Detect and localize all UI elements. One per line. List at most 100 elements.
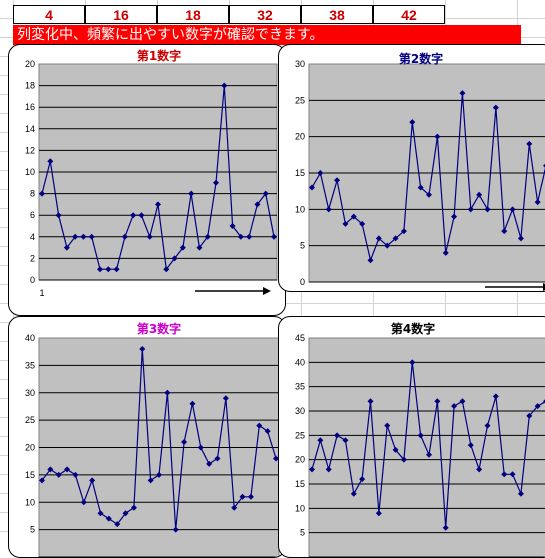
data-point — [459, 398, 466, 405]
x-tick-label: 1 — [39, 288, 44, 298]
data-point — [130, 504, 137, 511]
data-point — [367, 257, 374, 264]
data-point — [392, 235, 399, 242]
data-point — [434, 133, 441, 140]
y-tick-label: 35 — [295, 382, 305, 392]
chart-panel-2[interactable]: 0 5 10 15 20 25 30 第2数字 — [278, 44, 545, 292]
data-point — [72, 233, 79, 240]
data-point — [114, 521, 121, 528]
data-point — [55, 212, 62, 219]
chart-panel-4[interactable]: 5 10 15 20 25 30 35 40 45 第4数字 — [278, 316, 545, 558]
y-tick-label: 45 — [295, 333, 305, 343]
data-point — [367, 398, 374, 405]
data-point — [47, 158, 54, 165]
y-tick-label: 20 — [295, 132, 305, 142]
data-point — [317, 170, 324, 176]
data-point — [459, 90, 466, 97]
data-point — [222, 395, 229, 402]
data-point — [47, 466, 54, 473]
data-point — [64, 466, 71, 473]
y-tick-label: 10 — [25, 497, 35, 507]
data-point — [334, 432, 341, 439]
data-point — [89, 477, 96, 484]
data-point — [80, 233, 87, 240]
chart-panel-3[interactable]: 5 10 15 20 25 30 35 40 第3数字 — [8, 316, 286, 558]
data-point — [138, 212, 145, 219]
data-point — [163, 266, 170, 273]
data-point — [179, 244, 186, 251]
chart-1: 0 2 4 6 8 10 12 14 16 18 20 1 第1数字 — [25, 48, 278, 298]
y-tick-label: 5 — [300, 241, 305, 251]
data-point — [400, 228, 407, 235]
data-point — [197, 444, 204, 451]
data-point — [213, 179, 219, 186]
data-point — [172, 526, 179, 533]
y-tick-label: 16 — [25, 102, 35, 112]
data-point — [156, 471, 162, 478]
data-point — [501, 471, 508, 478]
chart-title: 第2数字 — [399, 51, 443, 66]
y-tick-label: 25 — [25, 415, 35, 425]
y-tick-label: 2 — [30, 253, 35, 263]
y-tick-label: 10 — [25, 167, 35, 177]
data-point — [309, 466, 315, 473]
data-point — [105, 266, 112, 273]
y-tick-label: 15 — [295, 168, 305, 178]
y-tick-label: 4 — [30, 232, 35, 242]
data-point — [417, 184, 424, 191]
chart-title: 第3数字 — [137, 321, 181, 336]
data-point — [342, 437, 349, 444]
number-row: 4 16 18 32 38 42 — [13, 5, 445, 24]
chart-panel-1[interactable]: 0 2 4 6 8 10 12 14 16 18 20 1 第1数字 — [8, 44, 286, 316]
data-point — [359, 220, 366, 227]
data-point — [434, 398, 441, 405]
y-tick-label: 6 — [30, 210, 35, 220]
data-point — [204, 233, 211, 240]
data-point — [254, 201, 261, 208]
y-tick-label: 20 — [25, 443, 35, 453]
data-point — [239, 493, 246, 500]
data-point — [39, 190, 45, 197]
data-point — [517, 235, 524, 242]
data-point — [476, 191, 483, 198]
data-point — [237, 233, 244, 240]
data-point — [63, 244, 70, 251]
data-point — [273, 455, 279, 462]
data-point — [484, 422, 491, 429]
data-point — [325, 466, 332, 473]
data-point — [214, 455, 221, 462]
data-point — [509, 206, 516, 213]
data-point — [509, 471, 516, 478]
data-point — [325, 206, 332, 213]
data-point — [113, 266, 120, 273]
data-point — [122, 510, 129, 517]
data-point — [164, 389, 171, 396]
data-point — [417, 432, 424, 439]
data-point — [121, 233, 128, 240]
y-tick-label: 18 — [25, 81, 35, 91]
data-point — [247, 493, 254, 500]
data-point — [442, 249, 449, 256]
data-point — [97, 266, 103, 273]
data-point — [375, 235, 382, 242]
data-point — [55, 471, 62, 478]
data-point — [409, 359, 416, 366]
y-tick-label: 25 — [295, 95, 305, 105]
y-tick-label: 15 — [25, 470, 35, 480]
data-point — [39, 477, 45, 484]
data-point — [309, 184, 315, 191]
y-tick-label: 20 — [295, 455, 305, 465]
data-point — [271, 233, 277, 240]
data-point — [206, 460, 213, 467]
data-point — [409, 119, 416, 126]
data-point — [171, 255, 178, 262]
y-tick-label: 10 — [295, 204, 305, 214]
data-point — [350, 490, 357, 497]
data-point — [526, 412, 533, 419]
data-point — [317, 437, 324, 444]
data-point — [492, 104, 499, 111]
plot-area — [308, 337, 545, 557]
data-point — [534, 199, 541, 206]
y-tick-label: 40 — [295, 357, 305, 367]
data-point — [384, 422, 391, 429]
